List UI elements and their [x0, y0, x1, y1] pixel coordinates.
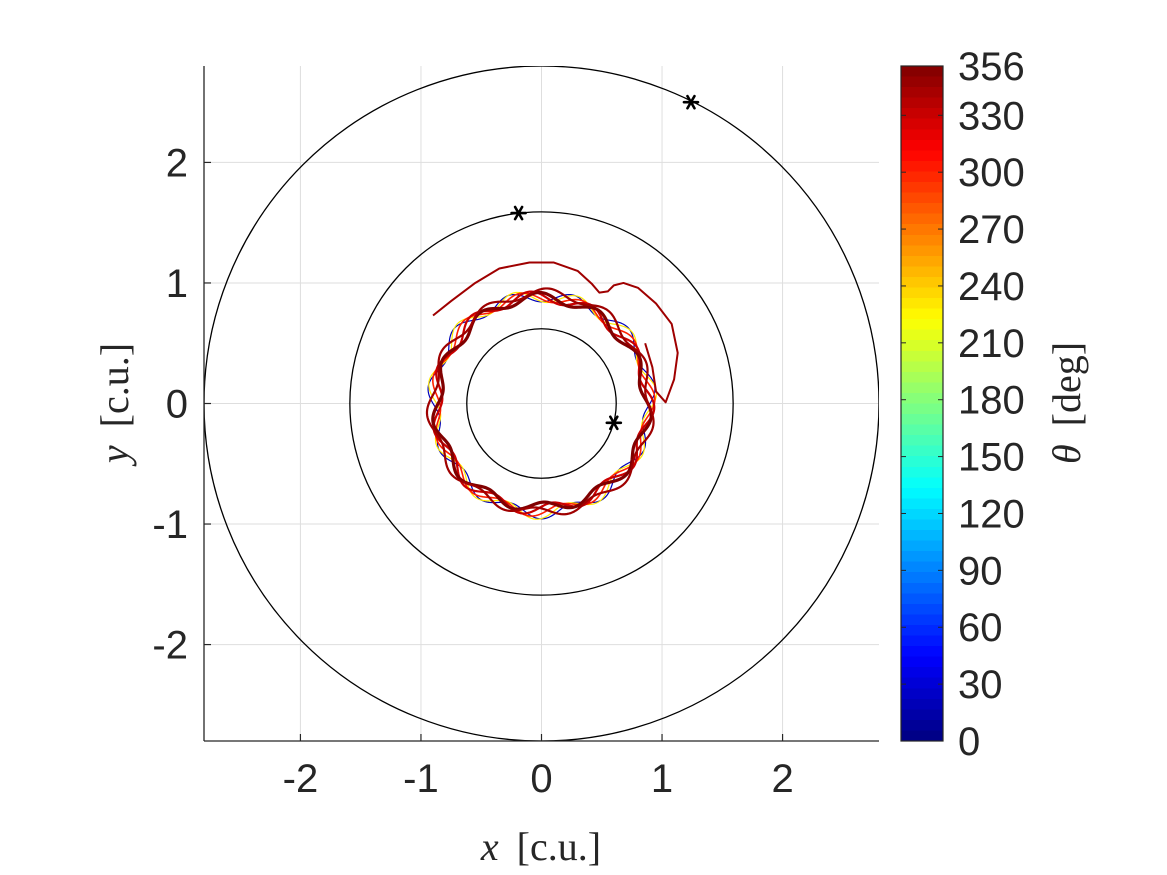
y-tick-label: 0: [166, 383, 188, 427]
y-axis-variable: y: [92, 445, 137, 467]
colorbar-unit: [deg]: [1044, 342, 1089, 426]
asterisk-marker: [682, 94, 700, 110]
colorbar-tick-label: 0: [958, 720, 980, 764]
y-tick-label: -1: [152, 503, 188, 547]
y-tick-label: 1: [166, 262, 188, 306]
y-axis-label: y [c.u.]: [92, 343, 137, 467]
trajectories: [425, 261, 679, 520]
colorbar-tick-label: 356: [958, 45, 1025, 89]
colorbar-tick-label: 330: [958, 94, 1025, 138]
x-axis-label: x [c.u.]: [480, 824, 601, 869]
x-tick-label: -2: [283, 757, 319, 801]
colorbar-tick-label: 120: [958, 492, 1025, 536]
colorbar-tick-label: 180: [958, 379, 1025, 423]
colorbar-tick-label: 90: [958, 549, 1003, 593]
y-axis-unit: [c.u.]: [92, 343, 137, 427]
colorbar-tick-label: 270: [958, 208, 1025, 252]
colorbar-label: θ [deg]: [1044, 342, 1089, 464]
x-tick-label: 0: [530, 757, 552, 801]
trajectory-line: [431, 290, 653, 511]
colorbar-gradient: [900, 65, 944, 742]
trajectory-line: [427, 293, 656, 520]
markers: [510, 94, 700, 431]
colorbar-tick-label: 240: [958, 265, 1025, 309]
x-axis-variable: x: [480, 824, 499, 869]
reference-circle: [349, 211, 734, 596]
x-axis-unit: [c.u.]: [517, 824, 601, 869]
reference-circles: [204, 66, 879, 741]
colorbar-tick-label: 210: [958, 322, 1025, 366]
axes: [203, 66, 879, 742]
colorbar-variable: θ: [1044, 444, 1089, 464]
trajectory-line: [425, 287, 655, 516]
colorbar-tick-label: 60: [958, 606, 1003, 650]
trajectory-excursion: [432, 261, 679, 404]
colorbar: 0 30 60 90 120 150 180 210 240 270 300 330 356 θ [de…: [900, 45, 1089, 764]
y-tick-labels: -2 -1 0 1 2: [152, 141, 188, 667]
asterisk-marker: [605, 415, 623, 431]
colorbar-ticks: 0 30 60 90 120 150 180 210 240 270 300 330 356: [901, 45, 1025, 764]
colorbar-tick-label: 300: [958, 151, 1025, 195]
x-tick-label: 1: [651, 757, 673, 801]
x-tick-label: 2: [771, 757, 793, 801]
y-tick-label: -2: [152, 624, 188, 668]
x-tick-label: -1: [403, 757, 439, 801]
y-tick-label: 2: [166, 141, 188, 185]
asterisk-marker: [510, 205, 527, 221]
plot-area: -2 -1 0 1 2 -2 -1 0 1 2: [152, 66, 879, 801]
x-tick-labels: -2 -1 0 1 2: [283, 757, 794, 801]
colorbar-tick-label: 30: [958, 663, 1003, 707]
colorbar-tick-label: 150: [958, 436, 1025, 480]
grid: [204, 66, 879, 741]
reference-circle: [466, 328, 617, 479]
